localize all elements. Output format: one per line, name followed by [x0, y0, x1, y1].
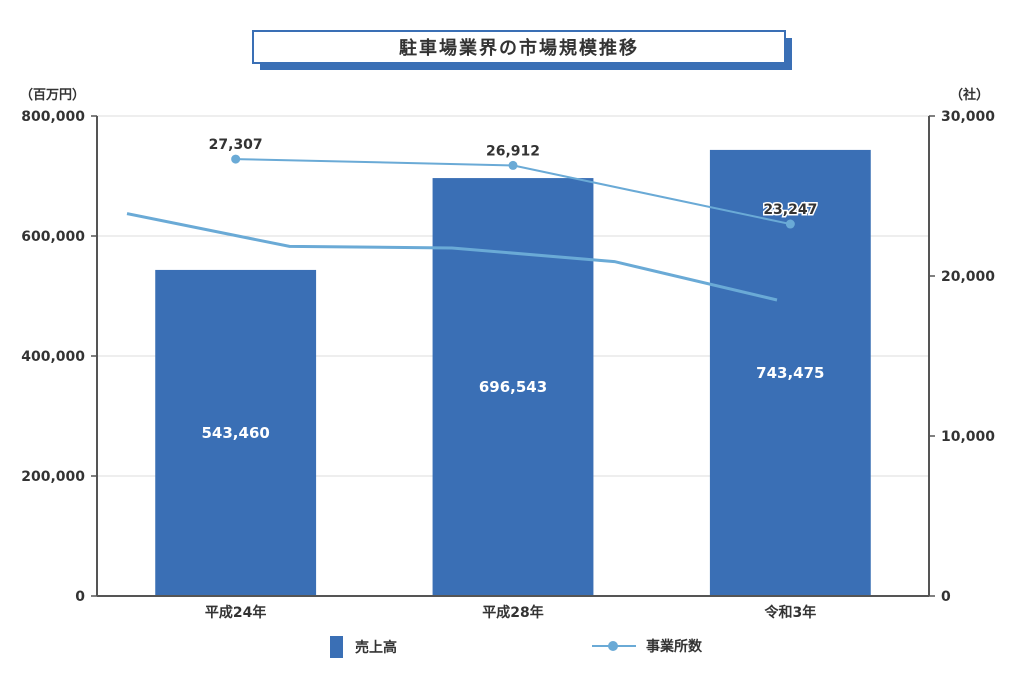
line-value-label: 26,912 [486, 143, 540, 159]
legend-bar-swatch [330, 636, 343, 658]
bar-value-label: 696,543 [479, 378, 547, 396]
right-axis-unit: （社） [950, 88, 990, 103]
legend-item-offices: 事業所数 [592, 636, 702, 656]
line-point [785, 219, 795, 229]
right-tick-label: 0 [941, 589, 951, 605]
left-tick-label: 400,000 [21, 349, 85, 365]
legend-item-sales: 売上高 [330, 636, 397, 658]
category-label: 令和3年 [763, 604, 816, 621]
category-label: 平成28年 [482, 604, 543, 621]
left-tick-label: 600,000 [21, 229, 85, 245]
bar [155, 269, 317, 596]
left-tick-label: 0 [75, 589, 85, 605]
left-tick-label: 800,000 [21, 109, 85, 125]
legend-line-swatch [592, 639, 636, 653]
left-axis-unit: （百万円） [20, 88, 86, 103]
line-value-label: 27,307 [209, 137, 263, 153]
right-tick-label: 30,000 [941, 109, 995, 125]
left-tick-label: 200,000 [21, 469, 85, 485]
right-tick-label: 20,000 [941, 269, 995, 285]
bar-value-label: 543,460 [202, 424, 270, 442]
trend-line [126, 212, 778, 302]
right-tick-label: 10,000 [941, 429, 995, 445]
chart-title-box: 駐車場業界の市場規模推移 [252, 30, 786, 64]
category-label: 平成24年 [205, 604, 266, 621]
legend-label-offices: 事業所数 [646, 639, 702, 655]
line-value-label: 23,247 [763, 202, 817, 218]
line-point [508, 160, 518, 170]
chart-title: 駐車場業界の市場規模推移 [399, 38, 639, 59]
bar-value-label: 743,475 [756, 364, 824, 382]
line-point [231, 154, 241, 164]
legend-label-sales: 売上高 [355, 640, 397, 656]
